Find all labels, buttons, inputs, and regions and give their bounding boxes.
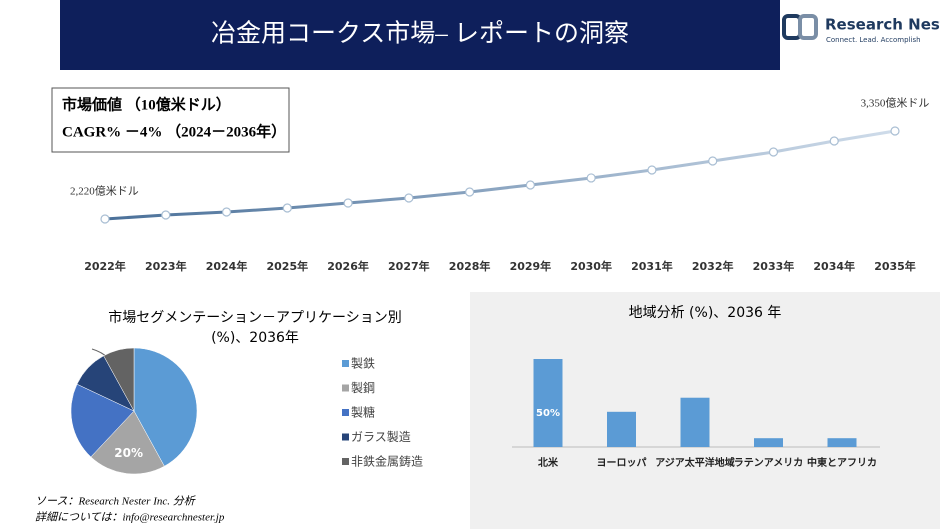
legend-swatch (342, 409, 349, 416)
bar (680, 397, 710, 447)
point (282, 203, 292, 213)
line (104, 129, 896, 221)
header-title: 冶金用コークス市場– レポートの洞察 (211, 20, 629, 48)
line-title: 市場価値 （10億米ドル） (62, 95, 231, 113)
point (768, 147, 779, 157)
legend-label: 製鋼 (351, 381, 375, 395)
value-label: 3,350億米ドル (861, 97, 930, 110)
point (161, 210, 171, 220)
x-tick-label: 2023年 (145, 259, 187, 273)
pie-slice (103, 347, 135, 412)
logo: Research Nester Connect. Lead. Accomplis… (782, 14, 940, 44)
logo-name: Research Nester (825, 16, 940, 34)
x-tick-label: 2024年 (206, 259, 248, 273)
value-label: 50% (536, 408, 560, 419)
x-tick-label: 北米 (538, 456, 559, 469)
point (404, 193, 414, 203)
header-bar (60, 0, 780, 70)
x-tick-label: 2026年 (327, 259, 369, 273)
x-tick-label: 2028年 (449, 259, 491, 273)
x-tick-label: ラテンアメリカ (734, 457, 804, 469)
pie-title: 市場セグメンテーション－アプリケーション別(%)、2036年 (108, 309, 401, 346)
x-tick-label: 2022年 (84, 259, 126, 273)
x-tick-label: 2032年 (692, 259, 734, 273)
bar (533, 359, 563, 447)
x-tick-label: 2025年 (266, 259, 308, 273)
x-tick-label: 2033年 (753, 259, 795, 273)
x-tick-label: 2031年 (631, 259, 673, 273)
bar-title: 地域分析 (%)、2036 年 (629, 305, 782, 321)
legend-label: 非鉄金属鋳造 (351, 454, 423, 469)
pie-slice (133, 347, 198, 467)
pie-slice (90, 410, 165, 475)
x-tick-label: 2034年 (813, 259, 855, 273)
x-tick-label: 2029年 (510, 259, 552, 273)
info-box (51, 87, 290, 153)
footer-contact: 詳細については：info@researchnester.jp (35, 511, 225, 524)
point (708, 156, 718, 166)
value-label: 20% (114, 446, 143, 460)
point (465, 187, 475, 197)
point (343, 198, 353, 208)
legend-label: 製鉄 (351, 356, 375, 371)
bar (607, 411, 636, 447)
legend-label: ガラス製造 (351, 430, 411, 444)
logo-icon (782, 14, 802, 40)
pie-slice (70, 383, 135, 458)
legend-swatch (342, 360, 349, 367)
x-tick-label: 2030年 (570, 259, 612, 273)
x-tick-label: 2035年 (874, 259, 916, 273)
legend-swatch (342, 384, 349, 392)
legend-swatch (342, 433, 349, 441)
point (829, 136, 839, 146)
point (525, 180, 535, 190)
legend-swatch (342, 458, 349, 465)
point (890, 126, 900, 136)
bar (754, 438, 783, 447)
x-tick-label: 中東とアフリカ (807, 456, 877, 469)
value-label: 2,220億米ドル (70, 185, 139, 198)
point (586, 173, 596, 183)
logo-tagline: Connect. Lead. Accomplish (826, 36, 921, 44)
legend-label: 製糖 (351, 405, 375, 420)
point (100, 214, 110, 224)
bar (827, 438, 857, 447)
logo-icon (798, 14, 818, 40)
line-subtitle: CAGR% －4% （2024－2036年） (62, 122, 286, 140)
x-tick-label: アジア太平洋地域 (655, 456, 735, 469)
footer-source: ソース：Research Nester Inc. 分析 (35, 495, 197, 508)
x-tick-label: ヨーロッパ (597, 457, 647, 469)
x-tick-label: 2027年 (388, 259, 430, 273)
point (647, 165, 657, 175)
point (221, 207, 232, 217)
